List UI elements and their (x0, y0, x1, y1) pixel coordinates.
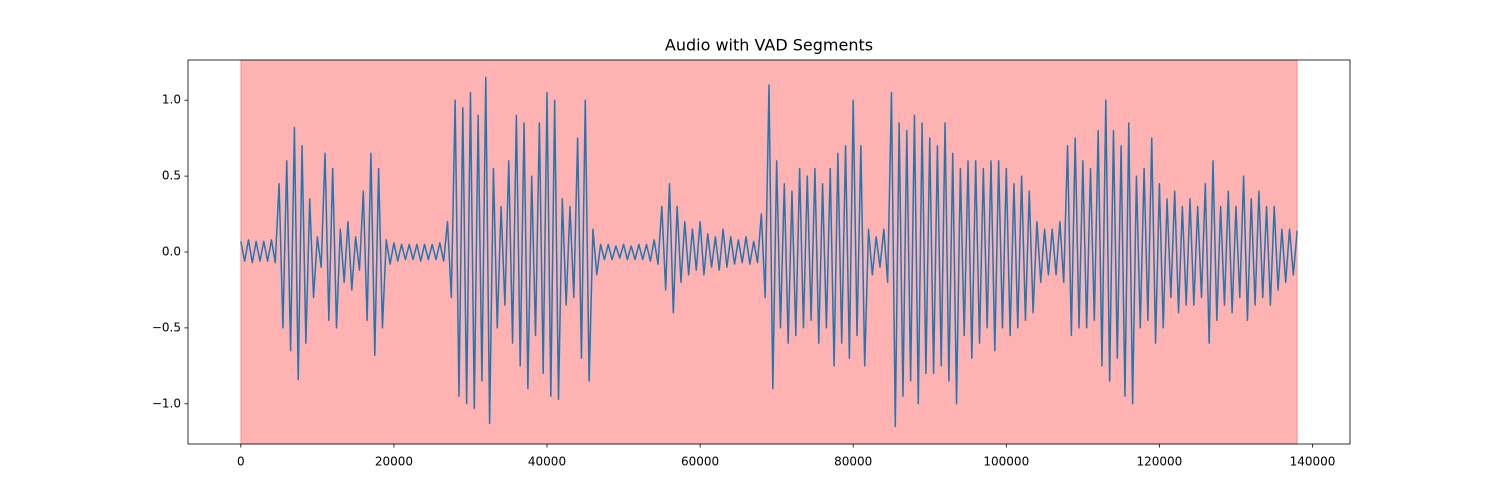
y-tick-label: 0.5 (162, 169, 181, 183)
y-tick-label: −1.0 (152, 396, 181, 410)
y-tick-label: 1.0 (162, 93, 181, 107)
x-tick-label: 40000 (528, 455, 566, 469)
y-tick-label: 0.0 (162, 245, 181, 259)
x-tick-label: 120000 (1136, 455, 1182, 469)
x-tick-label: 80000 (834, 455, 872, 469)
x-tick-label: 60000 (681, 455, 719, 469)
waveform (240, 76, 1298, 428)
x-tick-label: 0 (237, 455, 245, 469)
x-tick-label: 100000 (983, 455, 1029, 469)
chart-title: Audio with VAD Segments (665, 36, 873, 55)
x-tick-label: 20000 (375, 455, 413, 469)
x-tick-label: 140000 (1290, 455, 1336, 469)
y-tick-label: −0.5 (152, 320, 181, 334)
